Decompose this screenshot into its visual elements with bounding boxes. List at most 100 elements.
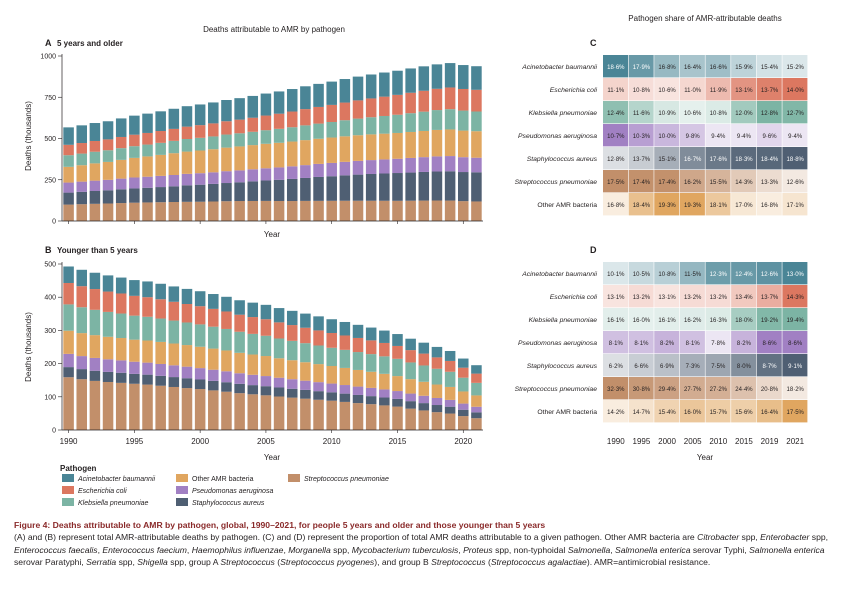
bar-segment-streptococcus-pneumoniae — [471, 418, 482, 430]
heatmap-cell — [654, 262, 680, 285]
bar-segment-klebsiella-pneumoniae — [102, 150, 114, 162]
panel-d-heatmap: Acinetobacter baumannii 10·1% 10·5% 10·8% 11… — [515, 262, 808, 423]
bar-segment-other-amr-bacteria — [208, 149, 219, 173]
bar-segment-other-amr-bacteria — [168, 343, 180, 366]
bar-segment-acinetobacter-baumannii — [234, 98, 245, 120]
bar-segment-streptococcus-pneumoniae — [76, 204, 87, 221]
heatmap-cell — [654, 285, 680, 308]
heatmap-cell — [679, 78, 705, 101]
heatmap-cell-value: 18·4% — [633, 203, 651, 209]
bar-segment-streptococcus-pneumoniae — [444, 200, 456, 221]
bar-segment-staphylococcus-aureus — [260, 180, 272, 201]
bar-segment-staphylococcus-aureus — [379, 173, 390, 201]
x-tick-label: 2015 — [389, 437, 407, 446]
heatmap-cell — [756, 331, 782, 354]
bar-segment-staphylococcus-aureus — [431, 171, 443, 201]
bar-segment-acinetobacter-baumannii — [115, 118, 127, 137]
bar-segment-escherichia-coli — [63, 282, 74, 305]
heatmap-cell — [603, 308, 629, 331]
heatmap-cell-value: 13·1% — [607, 295, 625, 301]
bar-segment-streptococcus-pneumoniae — [115, 203, 127, 221]
heatmap-cell — [756, 78, 782, 101]
heatmap-cell — [705, 400, 731, 423]
bar-segment-pseudomonas-aeruginosa — [352, 386, 364, 395]
heatmap-cell-value: 6·6% — [634, 364, 649, 370]
bar-segment-other-amr-bacteria — [458, 130, 469, 158]
bar-segment-escherichia-coli — [326, 104, 337, 122]
legend-item-label: Streptococcus pneumoniae — [304, 476, 389, 483]
bar-segment-klebsiella-pneumoniae — [405, 113, 416, 132]
heatmap-cell — [603, 170, 629, 193]
bar-segment-streptococcus-pneumoniae — [405, 408, 416, 430]
heatmap-cell-value: 10·7% — [607, 134, 625, 140]
legend-item-label: Pseudomonas aeruginosa — [192, 488, 273, 495]
panel-c-heatmap: Acinetobacter baumannii 18·6% 17·9% 16·8% 16… — [515, 55, 808, 216]
caption-italic: Streptococcus pyogenes — [280, 557, 375, 568]
bar-segment-other-amr-bacteria — [76, 333, 87, 357]
heatmap-cell — [654, 55, 680, 78]
legend-swatch — [288, 474, 300, 482]
bar-segment-klebsiella-pneumoniae — [471, 111, 482, 132]
bar-segment-pseudomonas-aeruginosa — [286, 166, 298, 179]
bar-segment-pseudomonas-aeruginosa — [273, 377, 285, 388]
bar-segment-staphylococcus-aureus — [208, 183, 219, 202]
heatmap-cell — [603, 193, 629, 216]
bar-segment-escherichia-coli — [313, 106, 324, 124]
bar-segment-pseudomonas-aeruginosa — [115, 178, 127, 190]
bar-segment-pseudomonas-aeruginosa — [168, 175, 180, 187]
bar-segment-pseudomonas-aeruginosa — [286, 379, 298, 389]
bar-segment-pseudomonas-aeruginosa — [444, 156, 456, 172]
heatmap-cell-value: 10·6% — [684, 111, 702, 117]
bar-segment-staphylococcus-aureus — [115, 372, 127, 383]
heatmap-cell — [679, 170, 705, 193]
heatmap-cell — [705, 101, 731, 124]
bar-segment-escherichia-coli — [102, 139, 114, 151]
bar-segment-escherichia-coli — [352, 100, 364, 119]
heatmap-cell — [628, 400, 654, 423]
bar-segment-staphylococcus-aureus — [300, 177, 311, 201]
bar-segment-pseudomonas-aeruginosa — [339, 385, 351, 394]
bar-segment-escherichia-coli — [339, 335, 351, 350]
bar-segment-pseudomonas-aeruginosa — [405, 393, 416, 402]
bar-segment-acinetobacter-baumannii — [115, 277, 127, 294]
bar-segment-other-amr-bacteria — [155, 341, 166, 364]
bar-segment-streptococcus-pneumoniae — [431, 200, 443, 221]
heatmap-cell-value: 13·2% — [710, 295, 728, 301]
bar-segment-pseudomonas-aeruginosa — [326, 383, 337, 393]
bar-segment-other-amr-bacteria — [286, 360, 298, 380]
heatmap-cell-value: 12·4% — [607, 111, 625, 117]
bar-segment-escherichia-coli — [431, 88, 443, 111]
heatmap-cell-value: 13·4% — [735, 295, 753, 301]
bar-segment-staphylococcus-aureus — [286, 388, 298, 398]
bar-segment-klebsiella-pneumoniae — [286, 340, 298, 361]
bar-segment-streptococcus-pneumoniae — [89, 380, 101, 430]
bar-segment-escherichia-coli — [365, 98, 377, 118]
bar-segment-other-amr-bacteria — [405, 379, 416, 394]
caption-italic: Shigella — [137, 557, 168, 568]
bar-segment-escherichia-coli — [379, 342, 390, 357]
bar-segment-klebsiella-pneumoniae — [471, 382, 482, 396]
bar-segment-streptococcus-pneumoniae — [102, 203, 114, 221]
heatmap-cell — [705, 331, 731, 354]
bar-segment-streptococcus-pneumoniae — [392, 406, 403, 430]
bar-segment-streptococcus-pneumoniae — [458, 416, 469, 430]
heatmap-cell-value: 13·2% — [633, 295, 651, 301]
heatmap-cell — [756, 377, 782, 400]
heatmap-cell-value: 9·4% — [737, 134, 752, 140]
bar-segment-other-amr-bacteria — [352, 369, 364, 387]
bar-segment-escherichia-coli — [142, 297, 153, 317]
bar-segment-escherichia-coli — [168, 301, 180, 321]
bar-segment-streptococcus-pneumoniae — [234, 393, 245, 430]
bar-segment-klebsiella-pneumoniae — [339, 349, 351, 368]
bar-segment-acinetobacter-baumannii — [313, 83, 324, 107]
heatmap-cell — [731, 400, 757, 423]
bar-segment-streptococcus-pneumoniae — [168, 202, 180, 221]
caption-italic: Streptococcus — [220, 557, 275, 568]
bar-segment-streptococcus-pneumoniae — [76, 379, 87, 430]
bar-segment-pseudomonas-aeruginosa — [89, 180, 101, 191]
bar-segment-staphylococcus-aureus — [129, 373, 140, 384]
bar-segment-pseudomonas-aeruginosa — [431, 156, 443, 172]
bar-segment-escherichia-coli — [234, 314, 245, 332]
heatmap-cell — [705, 193, 731, 216]
bar-segment-streptococcus-pneumoniae — [286, 201, 298, 221]
